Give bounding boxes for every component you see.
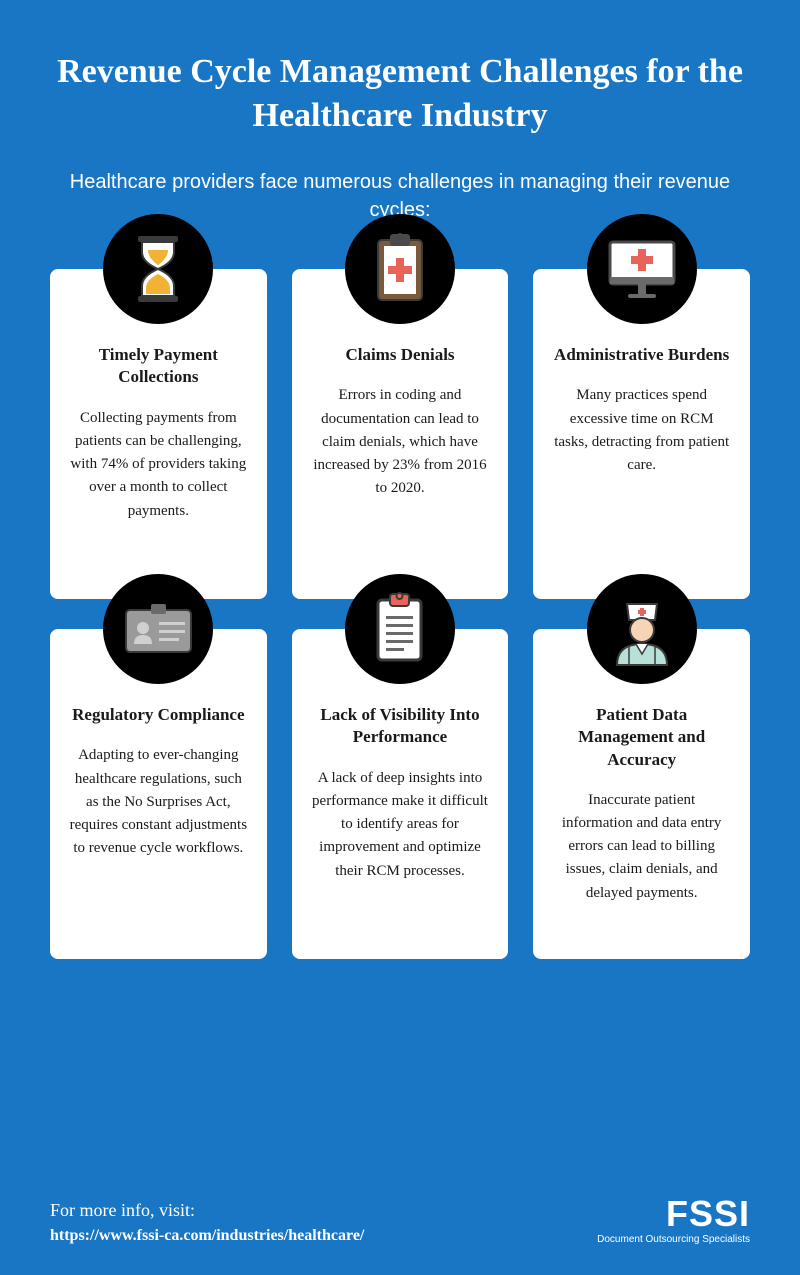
card-body: Collecting payments from patients can be… bbox=[68, 407, 249, 523]
card-visibility: Lack of Visibility Into Performance A la… bbox=[292, 629, 509, 959]
logo: FSSI Document Outsourcing Specialists bbox=[597, 1196, 750, 1245]
page-title: Revenue Cycle Management Challenges for … bbox=[50, 50, 750, 138]
card-title: Lack of Visibility Into Performance bbox=[310, 704, 491, 748]
clipboard-lines-icon bbox=[345, 574, 455, 684]
card-title: Claims Denials bbox=[310, 344, 491, 366]
card-title: Administrative Burdens bbox=[551, 344, 732, 366]
clipboard-cross-icon bbox=[345, 214, 455, 324]
card-title: Patient Data Management and Accuracy bbox=[551, 704, 732, 770]
hourglass-icon bbox=[103, 214, 213, 324]
card-body: Errors in coding and documentation can l… bbox=[310, 384, 491, 500]
footer: For more info, visit: https://www.fssi-c… bbox=[50, 1196, 750, 1245]
infographic-container: Revenue Cycle Management Challenges for … bbox=[0, 0, 800, 1275]
card-patient-data: Patient Data Management and Accuracy Ina… bbox=[533, 629, 750, 959]
footer-label: For more info, visit: bbox=[50, 1200, 364, 1221]
card-body: Adapting to ever-changing healthcare reg… bbox=[68, 744, 249, 860]
footer-url: https://www.fssi-ca.com/industries/healt… bbox=[50, 1227, 364, 1245]
card-timely-payment: Timely Payment Collections Collecting pa… bbox=[50, 269, 267, 599]
nurse-icon bbox=[587, 574, 697, 684]
cards-grid: Timely Payment Collections Collecting pa… bbox=[50, 269, 750, 959]
monitor-cross-icon bbox=[587, 214, 697, 324]
card-body: Inaccurate patient information and data … bbox=[551, 789, 732, 905]
card-title: Timely Payment Collections bbox=[68, 344, 249, 388]
card-body: A lack of deep insights into performance… bbox=[310, 767, 491, 883]
card-title: Regulatory Compliance bbox=[68, 704, 249, 726]
card-body: Many practices spend excessive time on R… bbox=[551, 384, 732, 477]
card-claims-denials: Claims Denials Errors in coding and docu… bbox=[292, 269, 509, 599]
logo-main: FSSI bbox=[597, 1196, 750, 1232]
id-card-icon bbox=[103, 574, 213, 684]
footer-info: For more info, visit: https://www.fssi-c… bbox=[50, 1200, 364, 1245]
card-regulatory: Regulatory Compliance Adapting to ever-c… bbox=[50, 629, 267, 959]
logo-sub: Document Outsourcing Specialists bbox=[597, 1234, 750, 1245]
card-admin-burdens: Administrative Burdens Many practices sp… bbox=[533, 269, 750, 599]
